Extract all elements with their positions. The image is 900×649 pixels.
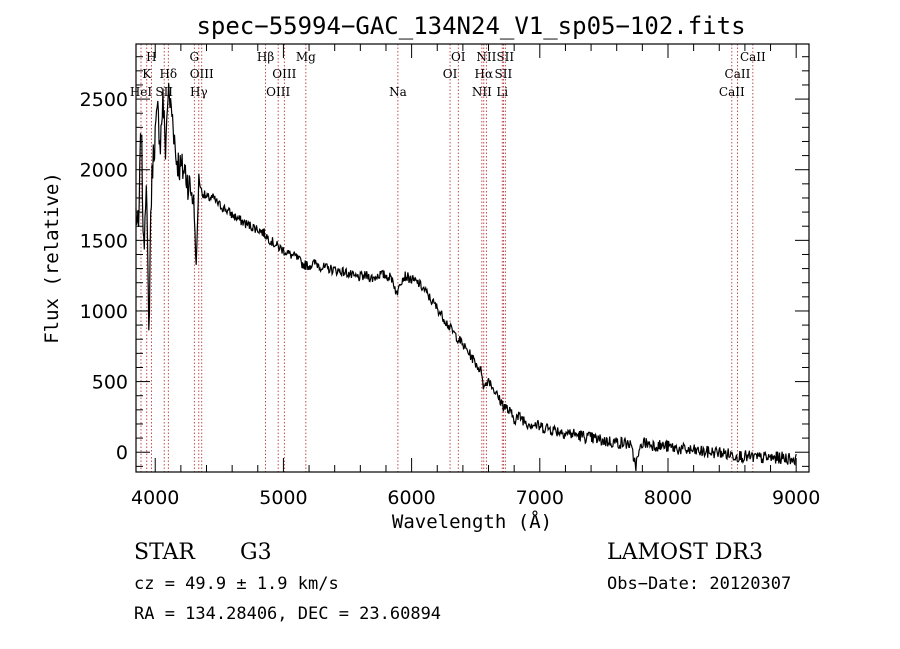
x-tick-label: 7000 [516, 487, 564, 509]
line-marker-label: OIII [266, 85, 290, 99]
line-marker-label: CaII [725, 67, 751, 81]
x-tick-label: 9000 [772, 487, 820, 509]
line-marker-label: Hδ [159, 67, 177, 81]
line-marker-label: OIII [272, 67, 296, 81]
y-axis-label: Flux (relative) [41, 172, 63, 344]
object-subclass: G3 [240, 540, 272, 565]
line-marker-label: SII [496, 50, 514, 64]
coordinates: RA = 134.28406, DEC = 23.60894 [134, 604, 442, 624]
y-tick-label: 1000 [80, 301, 128, 323]
line-marker-label: CaII [719, 85, 745, 99]
line-marker-label: Hγ [190, 85, 208, 99]
line-marker-label: Mg [296, 50, 316, 64]
observation-date: Obs−Date: 20120307 [607, 574, 792, 594]
x-tick-label: 6000 [387, 487, 435, 509]
line-marker-label: OIII [190, 67, 214, 81]
line-marker-label: CaII [740, 50, 766, 64]
x-tick-label: 4000 [131, 487, 179, 509]
line-marker-label: NII [476, 50, 496, 64]
y-tick-label: 2500 [80, 89, 128, 111]
line-marker-label: Li [496, 85, 508, 99]
line-marker-label: Na [389, 85, 407, 99]
line-marker-label: G [190, 50, 200, 64]
x-axis-label: Wavelength (Å) [392, 510, 552, 533]
line-marker-label: NII [472, 85, 492, 99]
line-marker-label: HeI [130, 85, 153, 99]
redshift-value: cz = 49.9 ± 1.9 km/s [134, 574, 339, 594]
line-markers: HKHeIHδSIIGOIIIHγHβOIIIOIIIMgNaOIOINIIHα… [130, 44, 766, 472]
line-marker-label: K [142, 67, 152, 81]
line-marker-label: Hα [474, 67, 493, 81]
y-tick-label: 0 [116, 442, 128, 464]
line-marker-label: H [146, 50, 156, 64]
x-tick-label: 5000 [259, 487, 307, 509]
line-marker-label: SII [495, 67, 513, 81]
line-marker-label: OI [451, 50, 466, 64]
survey-name: LAMOST DR3 [607, 540, 763, 565]
y-tick-label: 1500 [80, 230, 128, 252]
axis-ticks: 4000 5000 6000 7000 8000 9000 0 500 1000 1500 2000… [80, 44, 820, 509]
plot-frame [135, 43, 810, 473]
line-marker-label: Hβ [257, 50, 274, 64]
y-tick-label: 500 [92, 372, 128, 394]
y-tick-label: 2000 [80, 160, 128, 182]
spectrum-line [135, 83, 797, 472]
chart-title: spec−55994−GAC_134N24_V1_sp05−102.fits [196, 12, 745, 40]
object-class: STAR [134, 540, 195, 565]
line-marker-label: OI [443, 67, 458, 81]
line-marker-label: SII [155, 85, 173, 99]
x-tick-label: 8000 [644, 487, 692, 509]
